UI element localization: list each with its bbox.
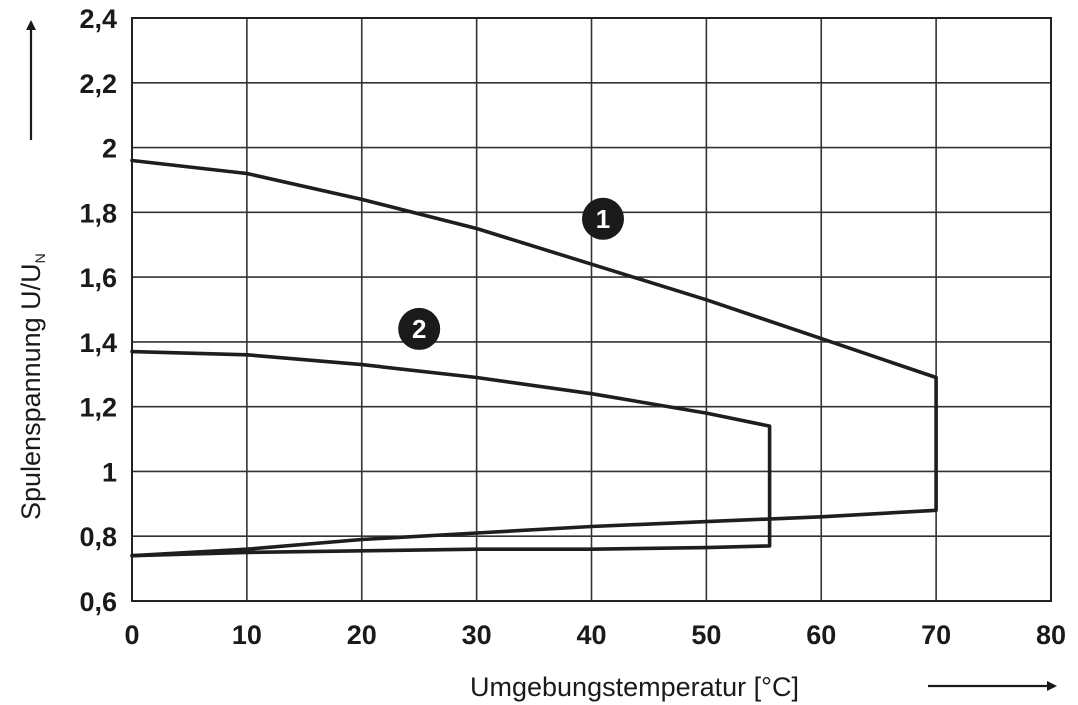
axis-labels: Umgebungstemperatur [°C] Spulenspannung … — [16, 20, 1057, 702]
x-tick-label: 50 — [691, 620, 721, 650]
y-tick-label: 1,6 — [79, 263, 117, 293]
x-tick-label: 20 — [347, 620, 377, 650]
x-tick-label: 70 — [921, 620, 951, 650]
y-axis-label: Spulenspannung U/UN — [16, 253, 48, 520]
y-tick-label: 1,8 — [79, 198, 117, 228]
y-tick-label: 1,2 — [79, 393, 117, 423]
grid-lines — [131, 17, 1052, 602]
y-axis-label-subscript: N — [32, 253, 48, 263]
y-tick-label: 0,6 — [79, 587, 117, 617]
y-tick-label: 2 — [102, 134, 117, 164]
y-tick-labels: 0,6 0,8 1 1,2 1,4 1,6 1,8 2 2,2 2,4 — [79, 4, 117, 617]
y-tick-label: 1,4 — [79, 328, 117, 358]
y-tick-label: 2,2 — [79, 69, 117, 99]
plot-frame — [131, 17, 1052, 602]
curves — [130, 158, 938, 558]
y-tick-label: 1 — [102, 457, 117, 487]
y-tick-label: 0,8 — [79, 522, 117, 552]
y-axis-label-main: Spulenspannung U/U — [16, 263, 46, 520]
curve-marker-2 — [398, 307, 441, 350]
y-tick-label: 2,4 — [79, 4, 117, 34]
series-2-curve — [130, 349, 772, 558]
curve-markers: 12 — [398, 197, 624, 350]
curve-marker-label-1: 1 — [596, 204, 610, 234]
curve-marker-label-2: 2 — [412, 314, 426, 344]
x-tick-label: 80 — [1036, 620, 1066, 650]
x-tick-label: 30 — [462, 620, 492, 650]
x-tick-label: 0 — [124, 620, 139, 650]
x-axis-label: Umgebungstemperatur [°C] — [470, 672, 799, 702]
curve-marker-1 — [581, 197, 624, 240]
series-1-curve — [130, 158, 938, 558]
x-tick-label: 60 — [806, 620, 836, 650]
x-tick-labels: 0 10 20 30 40 50 60 70 80 — [124, 620, 1066, 650]
x-tick-label: 10 — [232, 620, 262, 650]
x-tick-label: 40 — [576, 620, 606, 650]
